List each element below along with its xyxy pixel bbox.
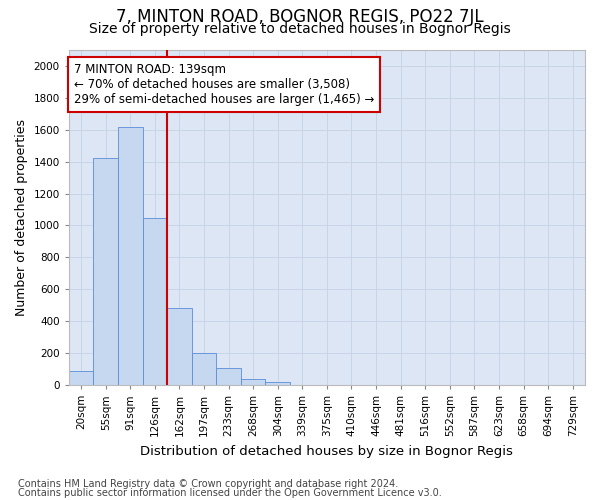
Bar — [217, 368, 241, 385]
Text: Size of property relative to detached houses in Bognor Regis: Size of property relative to detached ho… — [89, 22, 511, 36]
Bar — [265, 382, 290, 385]
Text: 7, MINTON ROAD, BOGNOR REGIS, PO22 7JL: 7, MINTON ROAD, BOGNOR REGIS, PO22 7JL — [116, 8, 484, 26]
Text: Contains HM Land Registry data © Crown copyright and database right 2024.: Contains HM Land Registry data © Crown c… — [18, 479, 398, 489]
Text: 7 MINTON ROAD: 139sqm
← 70% of detached houses are smaller (3,508)
29% of semi-d: 7 MINTON ROAD: 139sqm ← 70% of detached … — [74, 64, 374, 106]
X-axis label: Distribution of detached houses by size in Bognor Regis: Distribution of detached houses by size … — [140, 444, 514, 458]
Bar — [69, 372, 94, 385]
Bar — [167, 308, 192, 385]
Bar — [143, 218, 167, 385]
Bar — [241, 380, 265, 385]
Text: Contains public sector information licensed under the Open Government Licence v3: Contains public sector information licen… — [18, 488, 442, 498]
Bar — [118, 128, 143, 385]
Bar — [94, 158, 118, 385]
Bar — [192, 353, 217, 385]
Y-axis label: Number of detached properties: Number of detached properties — [15, 119, 28, 316]
